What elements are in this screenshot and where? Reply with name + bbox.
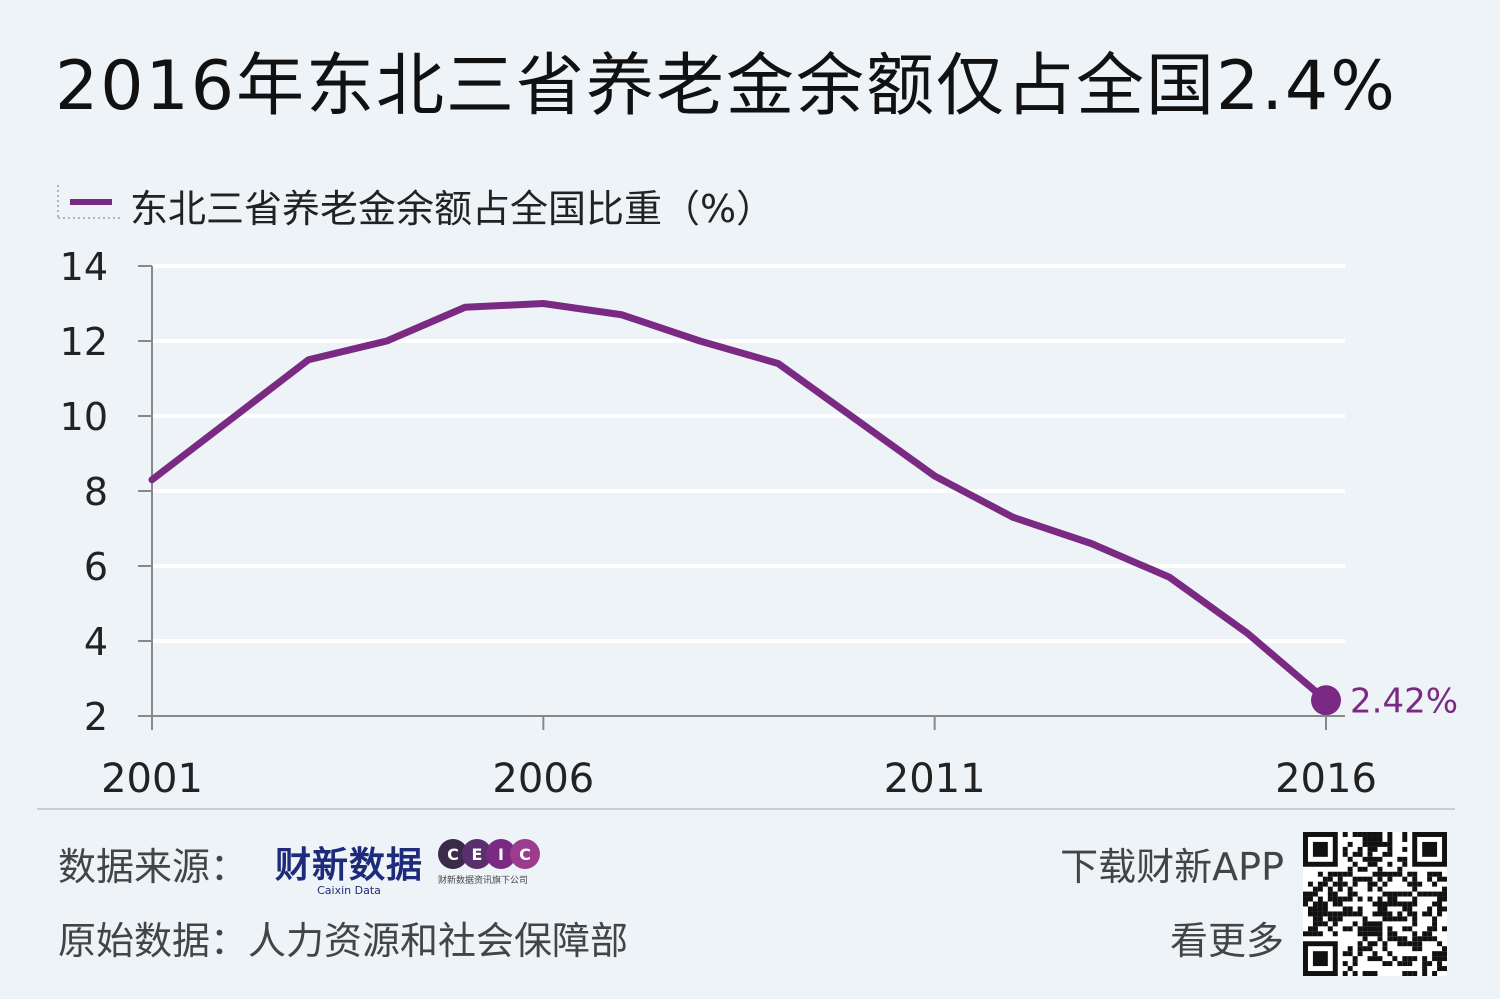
axes: [138, 265, 1345, 730]
raw-data-source: 人力资源和社会保障部: [248, 919, 629, 963]
annotation-marker: [1311, 685, 1341, 716]
source-label: 数据来源：: [58, 845, 249, 889]
caixin-logo-text: 财新数据: [275, 845, 424, 886]
y-tick-label-12: 12: [60, 320, 108, 364]
raw-data-row: 原始数据：人力资源和社会保障部: [58, 910, 628, 965]
annotation-label: 2.42%: [1350, 681, 1458, 721]
see-more-text: 看更多: [1169, 919, 1284, 963]
footer-divider: [37, 808, 1455, 810]
x-tick-label-2016: 2016: [1275, 756, 1377, 802]
legend: [57, 185, 120, 219]
series-line-0: [148, 300, 1330, 704]
y-tick-label-2: 2: [84, 695, 108, 739]
x-tick-label-2011: 2011: [884, 756, 986, 802]
grid-lines: [152, 264, 1345, 643]
caixin-data-logo: 财新数据 Caixin Data: [275, 836, 423, 897]
legend-series-label: 东北三省养老金余额占全国比重（%）: [130, 187, 775, 231]
raw-data-label: 原始数据：: [58, 919, 249, 963]
x-tick-label-2006: 2006: [492, 756, 594, 802]
ceic-subtext: 财新数据资讯旗下公司: [438, 876, 529, 886]
qr-code-icon[interactable]: [1303, 832, 1447, 976]
series-group: 2.42%: [148, 300, 1458, 721]
line-chart: 2 4 6 8 10 12 14 2001 2006 2011 2016 2.42%: [57, 185, 1458, 802]
ceic-letter-c2: C: [510, 839, 540, 869]
y-tick-label-6: 6: [84, 545, 108, 589]
page-title: 2016年东北三省养老金余额仅占全国2.4%: [55, 47, 1397, 126]
ceic-logo: C E I C 财新数据资讯旗下公司: [438, 839, 540, 886]
y-tick-label-4: 4: [84, 620, 108, 664]
caixin-logo-subtext: Caixin Data: [317, 884, 381, 897]
y-tick-label-8: 8: [84, 470, 108, 514]
y-tick-label-14: 14: [60, 245, 108, 289]
x-tick-label-2001: 2001: [101, 756, 203, 802]
download-app-text: 下载财新APP: [1060, 845, 1284, 889]
tick-labels: 2 4 6 8 10 12 14 2001 2006 2011 2016: [60, 245, 1377, 802]
y-tick-label-10: 10: [60, 395, 108, 439]
